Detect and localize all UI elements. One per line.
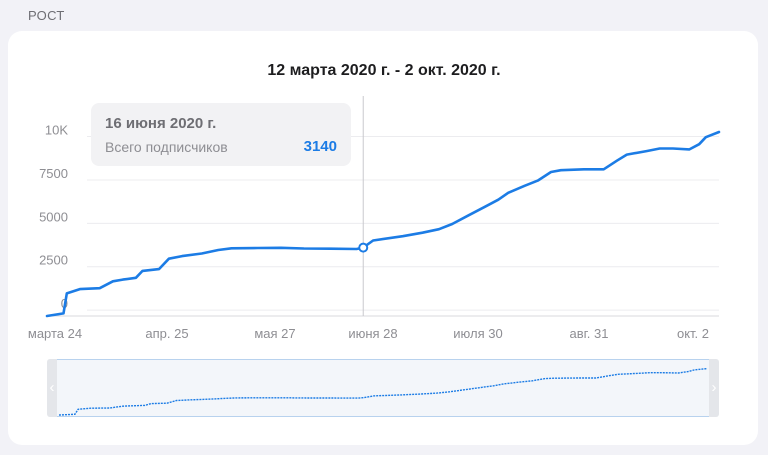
x-tick-label: окт. 2 <box>677 326 709 341</box>
y-tick-label: 10K <box>45 123 68 138</box>
x-tick-label: мая 27 <box>254 326 295 341</box>
navigator-window[interactable] <box>57 359 709 417</box>
tooltip-label: Всего подписчиков <box>105 139 228 155</box>
x-tick-label: июля 30 <box>453 326 502 341</box>
highlight-point <box>358 242 369 253</box>
chart-title: 12 марта 2020 г. - 2 окт. 2020 г. <box>267 62 501 79</box>
navigator-series-line <box>58 367 708 416</box>
navigator-right-handle[interactable]: › <box>709 359 719 417</box>
x-tick-label: авг. 31 <box>570 326 609 341</box>
navigator-left-handle[interactable]: ‹ <box>47 359 57 417</box>
y-tick-label: 7500 <box>39 166 68 181</box>
chart-tooltip: 16 июня 2020 г. Всего подписчиков 3140 <box>91 103 351 166</box>
tooltip-value: 3140 <box>303 138 337 155</box>
navigator-overview-chart <box>58 367 708 416</box>
y-tick-label: 2500 <box>39 253 68 268</box>
followers-series-line <box>45 130 721 318</box>
section-title: РОСТ <box>28 8 65 23</box>
range-navigator[interactable]: ‹ › <box>47 359 719 417</box>
x-tick-label: марта 24 <box>28 326 82 341</box>
x-tick-label: июня 28 <box>348 326 397 341</box>
x-tick-label: апр. 25 <box>145 326 188 341</box>
y-tick-label: 5000 <box>39 209 68 224</box>
tooltip-date: 16 июня 2020 г. <box>105 115 217 132</box>
